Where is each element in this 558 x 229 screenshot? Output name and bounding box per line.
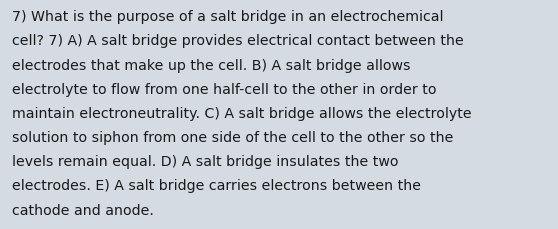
Text: maintain electroneutrality. C) A salt bridge allows the electrolyte: maintain electroneutrality. C) A salt br… [12, 106, 472, 120]
Text: electrolyte to flow from one half-cell to the other in order to: electrolyte to flow from one half-cell t… [12, 82, 437, 96]
Text: cathode and anode.: cathode and anode. [12, 203, 154, 217]
Text: electrodes that make up the cell. B) A salt bridge allows: electrodes that make up the cell. B) A s… [12, 58, 411, 72]
Text: 7) What is the purpose of a salt bridge in an electrochemical: 7) What is the purpose of a salt bridge … [12, 10, 444, 24]
Text: levels remain equal. D) A salt bridge insulates the two: levels remain equal. D) A salt bridge in… [12, 155, 399, 169]
Text: electrodes. E) A salt bridge carries electrons between the: electrodes. E) A salt bridge carries ele… [12, 179, 421, 193]
Text: cell? 7) A) A salt bridge provides electrical contact between the: cell? 7) A) A salt bridge provides elect… [12, 34, 464, 48]
Text: solution to siphon from one side of the cell to the other so the: solution to siphon from one side of the … [12, 131, 454, 144]
